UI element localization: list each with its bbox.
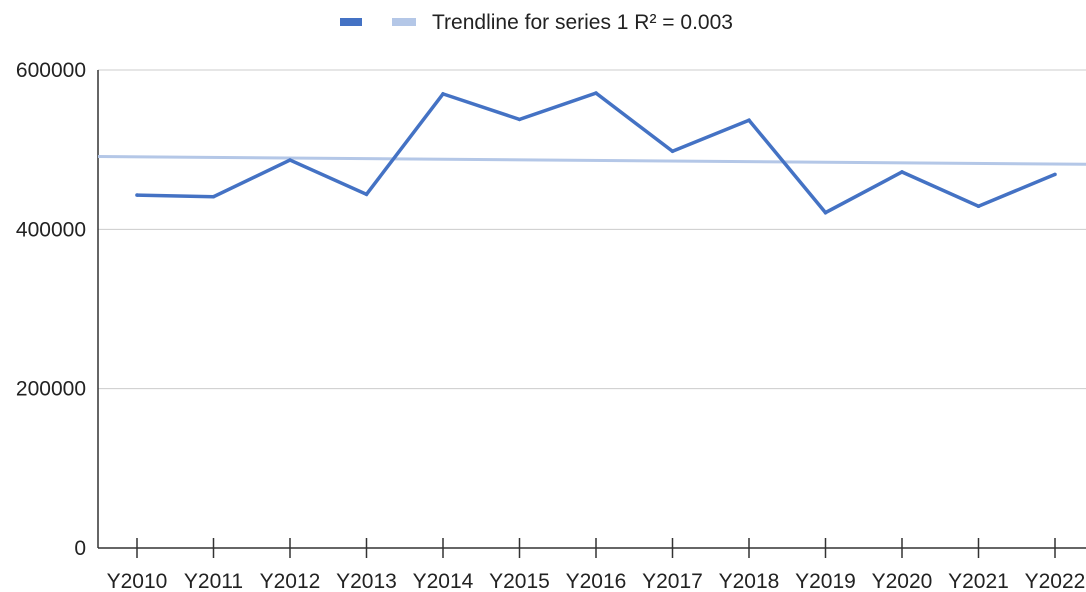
data-point <box>135 193 139 197</box>
y-tick-label: 400000 <box>16 218 86 241</box>
legend: Trendline for series 1 R² = 0.003 <box>340 11 733 34</box>
x-tick-label: Y2016 <box>566 570 627 592</box>
data-point <box>976 204 981 209</box>
x-axis: Y2010 Y2011 Y2012 Y2013 Y2014 Y2015 Y2016 Y2017… <box>98 538 1086 592</box>
x-tick-label: Y2021 <box>948 570 1009 592</box>
legend-label-trendline: Trendline for series 1 R² = 0.003 <box>432 11 733 34</box>
x-tick-label: Y2022 <box>1025 570 1086 592</box>
x-tick-label: Y2017 <box>642 570 703 592</box>
data-point <box>288 158 292 162</box>
x-tick-label: Y2020 <box>872 570 933 592</box>
x-tick-label: Y2015 <box>489 570 550 592</box>
data-point <box>823 210 828 215</box>
data-point <box>747 118 751 122</box>
x-tick-label: Y2012 <box>260 570 321 592</box>
data-point <box>441 92 445 96</box>
trendline <box>97 155 1086 166</box>
x-tick-label: Y2019 <box>795 570 856 592</box>
trendline-line <box>97 155 1086 166</box>
data-point <box>517 117 522 122</box>
data-point <box>900 170 904 174</box>
legend-swatch-series <box>340 18 362 26</box>
x-tick-label: Y2010 <box>107 570 168 592</box>
x-tick-label: Y2013 <box>336 570 397 592</box>
y-axis: 0 200000 400000 600000 <box>16 59 99 560</box>
gridlines <box>98 69 1086 390</box>
y-tick-label: 200000 <box>16 378 86 401</box>
x-tick-label: Y2014 <box>413 570 474 592</box>
series-line <box>136 91 1056 215</box>
y-tick-label: 0 <box>74 537 86 560</box>
data-point <box>1053 172 1057 177</box>
x-tick-label: Y2018 <box>719 570 780 592</box>
series-layer <box>135 91 1057 215</box>
y-tick-label: 600000 <box>16 59 86 82</box>
data-point <box>364 192 369 197</box>
data-point <box>670 149 675 154</box>
data-point <box>594 91 598 95</box>
legend-swatch-trendline <box>392 18 416 26</box>
x-tick-label: Y2011 <box>184 570 243 592</box>
data-point <box>211 194 216 199</box>
